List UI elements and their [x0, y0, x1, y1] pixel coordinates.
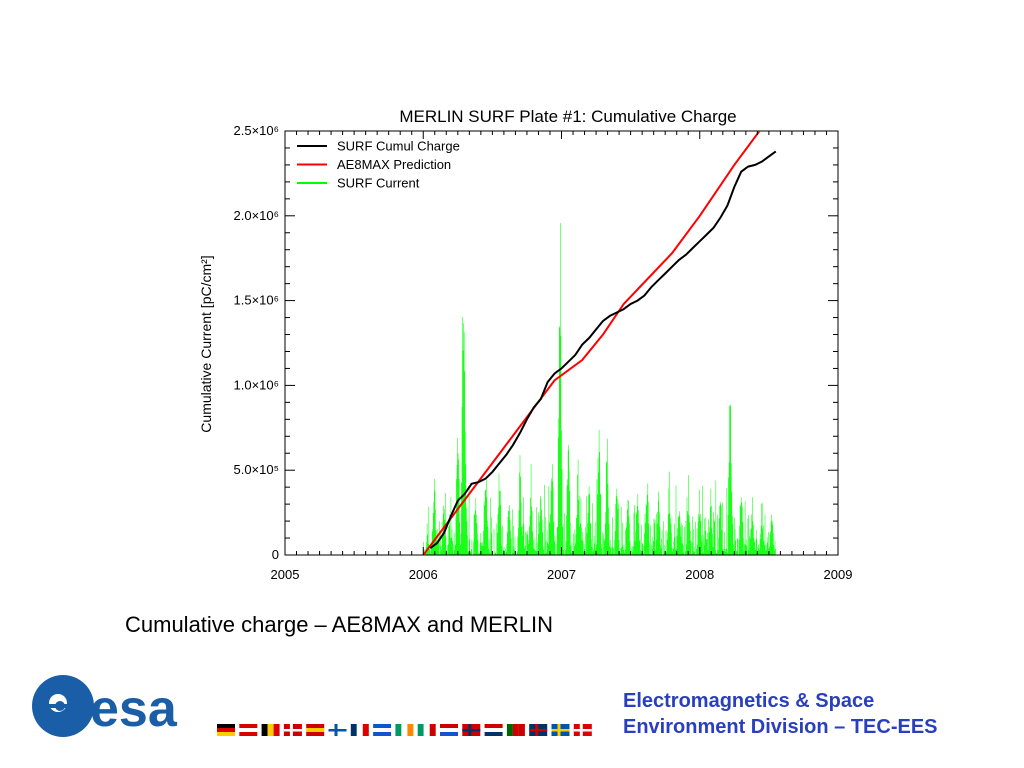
flag-icon	[283, 724, 302, 736]
y-tick-label: 0	[272, 547, 279, 562]
legend: SURF Cumul Charge AE8MAX Prediction SURF C…	[297, 139, 460, 191]
division-line-1: Electromagnetics & Space	[623, 690, 875, 712]
x-tick-label: 2006	[409, 567, 438, 582]
flag-icon	[239, 724, 258, 736]
chart: MERLIN SURF Plate #1: Cumulative Charge …	[198, 107, 852, 582]
x-tick-label: 2008	[685, 567, 714, 582]
legend-label: SURF Current	[337, 176, 420, 191]
slide-caption: Cumulative charge – AE8MAX and MERLIN	[125, 612, 553, 637]
flag-icon	[373, 724, 392, 736]
chart-title: MERLIN SURF Plate #1: Cumulative Charge	[399, 107, 736, 126]
flag-icon	[573, 724, 592, 736]
member-flags	[217, 724, 592, 736]
line-series	[422, 131, 777, 555]
flag-icon	[328, 724, 347, 736]
flag-icon	[417, 724, 436, 736]
y-tick-label: 2.5×10⁶	[234, 123, 279, 138]
flag-icon	[261, 724, 280, 736]
flag-icon	[529, 724, 548, 736]
surf-current-series	[423, 223, 776, 555]
legend-label: AE8MAX Prediction	[337, 157, 451, 172]
flag-icon	[506, 724, 525, 736]
x-tick-label: 2005	[271, 567, 300, 582]
division-line-2: Environment Division – TEC-EES	[623, 716, 938, 738]
flag-icon	[551, 724, 570, 736]
y-tick-label: 1.0×10⁶	[234, 377, 279, 392]
flag-icon	[306, 724, 325, 736]
surf-cumul-charge-line	[429, 150, 777, 550]
x-tick-label: 2009	[824, 567, 853, 582]
legend-label: SURF Cumul Charge	[337, 139, 460, 154]
y-axis-label: Cumulative Current [pC/cm²]	[198, 255, 214, 432]
division-title: Electromagnetics & Space Environment Div…	[623, 688, 938, 740]
flag-icon	[350, 724, 369, 736]
flag-icon	[484, 724, 503, 736]
y-tick-label: 1.5×10⁶	[234, 293, 279, 308]
flag-icon	[395, 724, 414, 736]
surf-current-spikes	[423, 223, 776, 555]
esa-logo-text: esa	[90, 680, 178, 738]
flag-icon	[462, 724, 481, 736]
ae8max-prediction-line	[422, 131, 761, 555]
y-tick-label: 2.0×10⁶	[234, 208, 279, 223]
axis-ticks: 2005 2006 2007 2008 2009 0 5.0×10⁵ 1.0×10⁶ 1.5×1…	[233, 123, 852, 582]
esa-logo: esa	[32, 675, 178, 738]
flag-icon	[217, 724, 235, 736]
flag-icon	[440, 724, 458, 736]
y-tick-label: 5.0×10⁵	[233, 462, 279, 477]
x-tick-label: 2007	[547, 567, 576, 582]
